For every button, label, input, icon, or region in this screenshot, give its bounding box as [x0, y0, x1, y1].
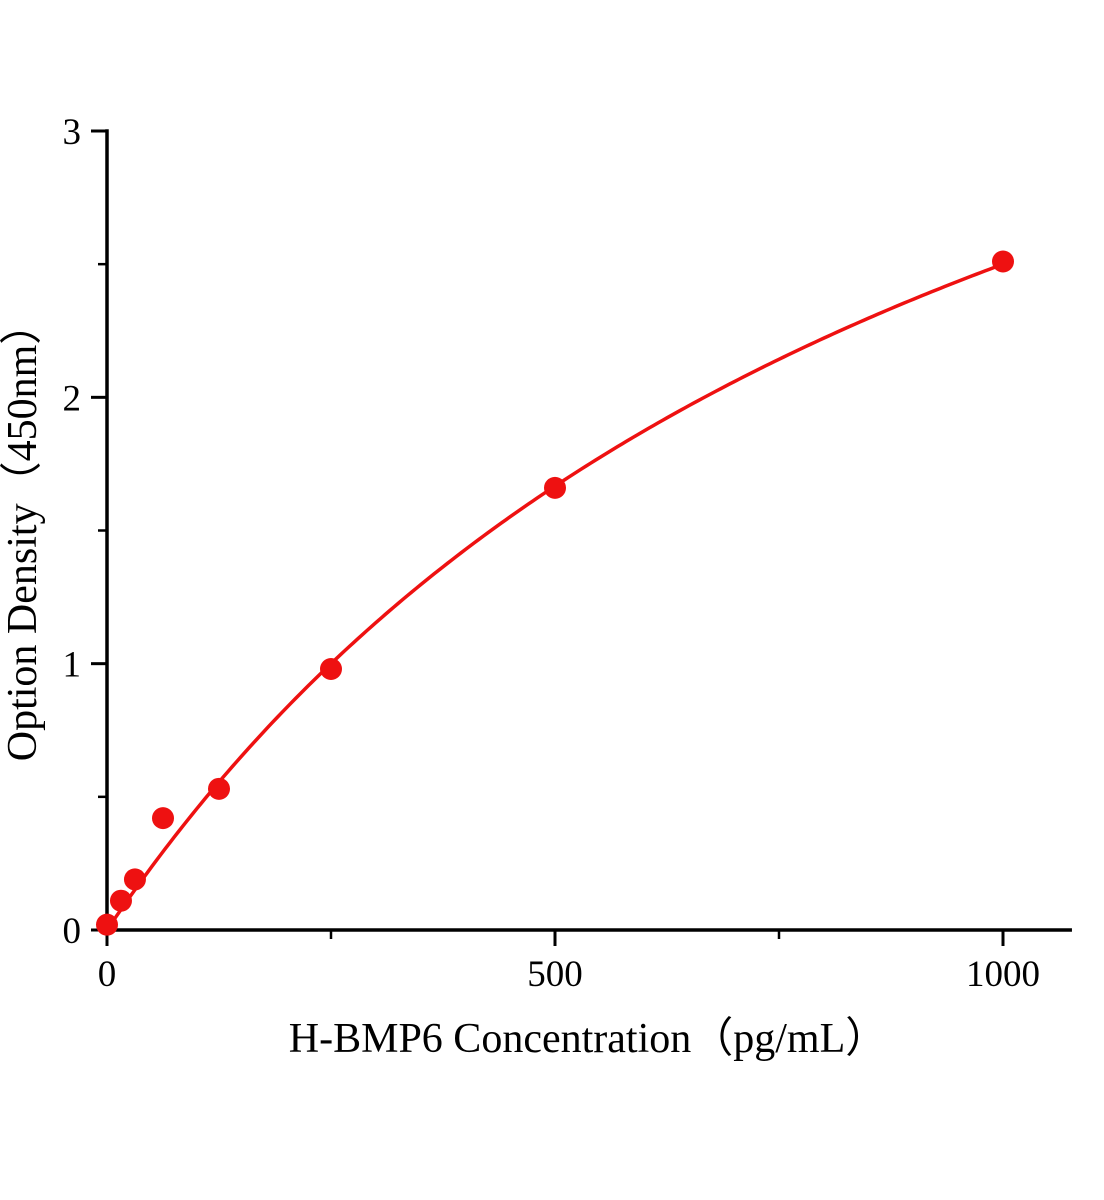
- y-tick-label: 1: [63, 645, 82, 686]
- axes: [105, 129, 1072, 932]
- data-point: [320, 657, 342, 680]
- y-axis-title: Option Density（450nm）: [0, 303, 46, 762]
- x-axis-title: H-BMP6 Concentration（pg/mL）: [289, 1016, 887, 1062]
- y-tick-label: 2: [63, 378, 82, 419]
- data-point: [152, 807, 174, 830]
- data-point: [992, 250, 1014, 273]
- x-tick-label: 1000: [966, 954, 1040, 995]
- data-point: [123, 868, 146, 891]
- data-point: [544, 476, 566, 499]
- fit-curve: [105, 262, 1005, 932]
- data-point: [96, 913, 118, 936]
- y-tick-label: 3: [63, 112, 82, 153]
- axis-tick-labels: 0 500 1000 0 1 2 3: [63, 112, 1041, 995]
- x-tick-label: 0: [98, 954, 117, 995]
- data-point: [109, 889, 132, 912]
- x-tick-label: 500: [527, 954, 583, 995]
- data-point: [208, 777, 230, 800]
- axis-ticks: [91, 129, 1005, 946]
- plot-series: [96, 250, 1014, 936]
- y-tick-label: 0: [63, 911, 82, 952]
